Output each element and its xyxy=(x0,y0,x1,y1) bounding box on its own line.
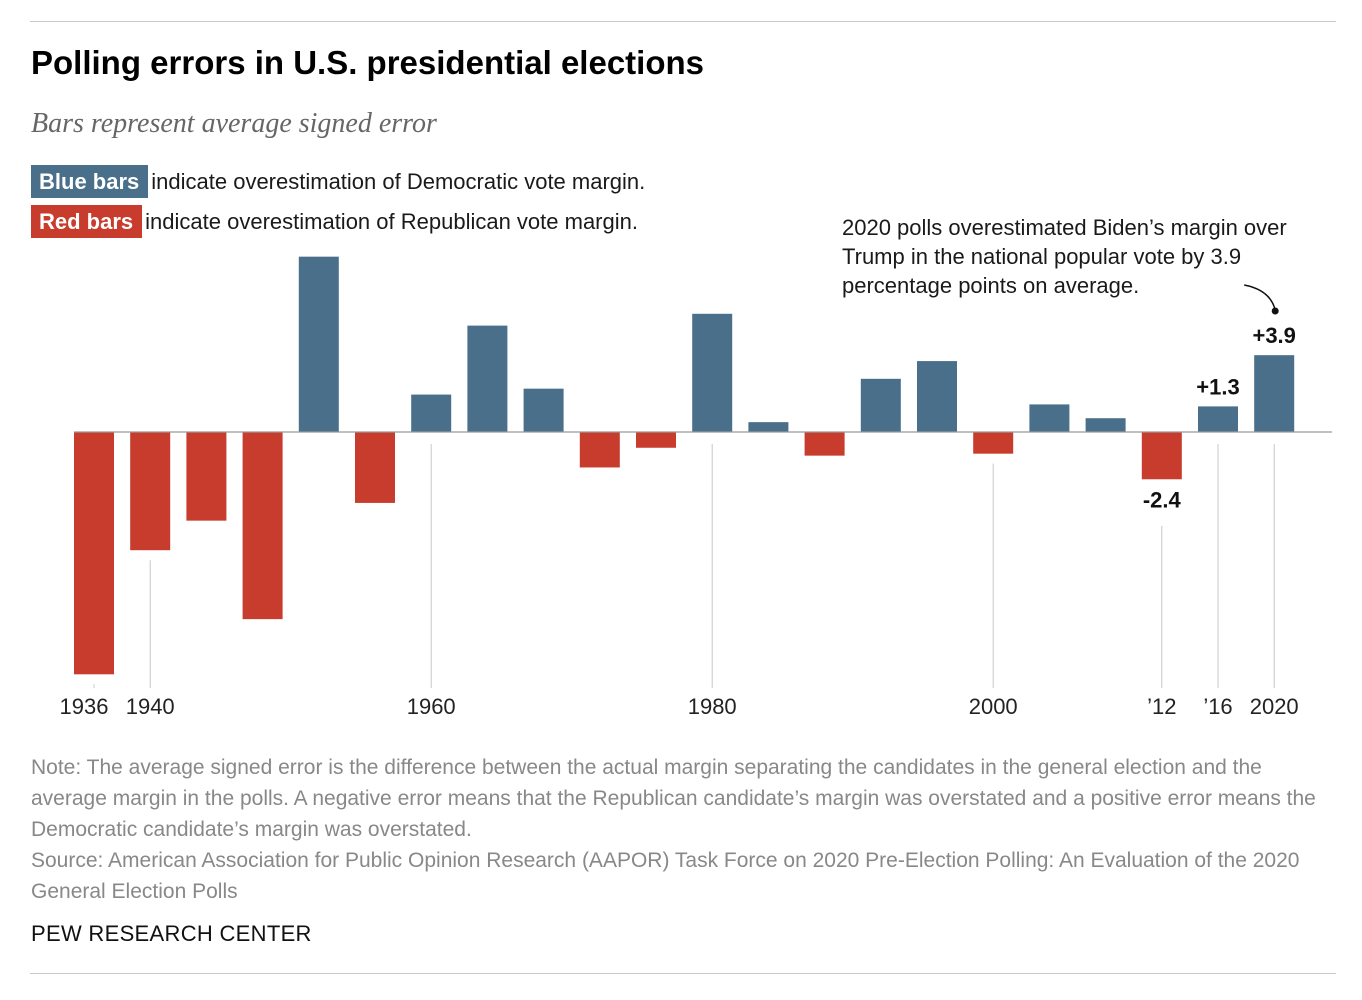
legend-blue-swatch: Blue bars xyxy=(31,165,149,198)
bar-1968 xyxy=(523,388,564,432)
bar-2000 xyxy=(973,432,1014,454)
bar-1936 xyxy=(74,432,114,675)
tick-label-2000: 2000 xyxy=(969,694,1018,719)
data-labels: -2.4 +1.3 +3.9 xyxy=(1143,323,1296,512)
legend-red: Red bars indicate overestimation of Repu… xyxy=(31,205,638,238)
chart-title: Polling errors in U.S. presidential elec… xyxy=(31,44,705,81)
bars xyxy=(74,256,1295,675)
bar-2020 xyxy=(1254,355,1295,432)
tick-label-2020: 2020 xyxy=(1250,694,1299,719)
annotation-2020: 2020 polls overestimated Biden’s margin … xyxy=(842,215,1287,298)
pointer-dot xyxy=(1271,307,1279,315)
bar-1976 xyxy=(636,432,676,448)
legend-red-swatch: Red bars xyxy=(31,205,143,238)
bottom-rule xyxy=(30,973,1336,974)
tick-label-2016: ’16 xyxy=(1203,694,1232,719)
tick-label-1980: 1980 xyxy=(688,694,737,719)
tick-label-1940: 1940 xyxy=(126,694,175,719)
bar-chart: 1936 1940 1960 1980 2000 ’12 ’16 2020 -2.4 +1.3 +… xyxy=(60,256,1332,719)
bar-2008 xyxy=(1085,418,1126,432)
pointer-curve xyxy=(1244,284,1276,311)
annotation-pointer xyxy=(1244,284,1279,315)
bar-2004 xyxy=(1029,404,1070,432)
bar-1980 xyxy=(692,313,733,432)
tick-labels: 1936 1940 1960 1980 2000 ’12 ’16 2020 xyxy=(60,694,1299,719)
bar-2012 xyxy=(1141,432,1182,480)
bar-1992 xyxy=(860,378,901,432)
brand-logo-text: PEW RESEARCH CENTER xyxy=(31,921,312,946)
chart-subtitle: Bars represent average signed error xyxy=(31,108,437,139)
top-rule xyxy=(30,21,1336,22)
bar-1960 xyxy=(411,394,452,432)
source-text: Source: American Association for Public … xyxy=(31,849,1300,903)
bar-1948 xyxy=(242,432,283,620)
guide-lines xyxy=(93,444,1275,688)
data-label-2016: +1.3 xyxy=(1196,374,1239,399)
data-label-2020: +3.9 xyxy=(1252,323,1295,348)
bar-1944 xyxy=(186,432,227,521)
bar-1964 xyxy=(467,325,508,432)
bar-1972 xyxy=(579,432,620,468)
tick-label-1936: 1936 xyxy=(60,694,109,719)
data-label-2012: -2.4 xyxy=(1143,487,1182,512)
bar-1952 xyxy=(298,256,339,432)
bar-1988 xyxy=(804,432,845,456)
bar-1956 xyxy=(355,432,395,503)
legend-blue-text: indicate overestimation of Democratic vo… xyxy=(151,168,646,194)
tick-label-2012: ’12 xyxy=(1147,694,1176,719)
note-text: Note: The average signed error is the di… xyxy=(31,756,1316,841)
bar-1940 xyxy=(130,432,171,551)
tick-label-1960: 1960 xyxy=(407,694,456,719)
bar-1996 xyxy=(917,361,957,432)
bar-2016 xyxy=(1198,406,1238,432)
chart-note: Note: The average signed error is the di… xyxy=(31,752,1331,907)
legend-red-text: indicate overestimation of Republican vo… xyxy=(145,208,638,234)
legend-blue: Blue bars indicate overestimation of Dem… xyxy=(31,165,645,198)
bar-1984 xyxy=(748,422,789,432)
